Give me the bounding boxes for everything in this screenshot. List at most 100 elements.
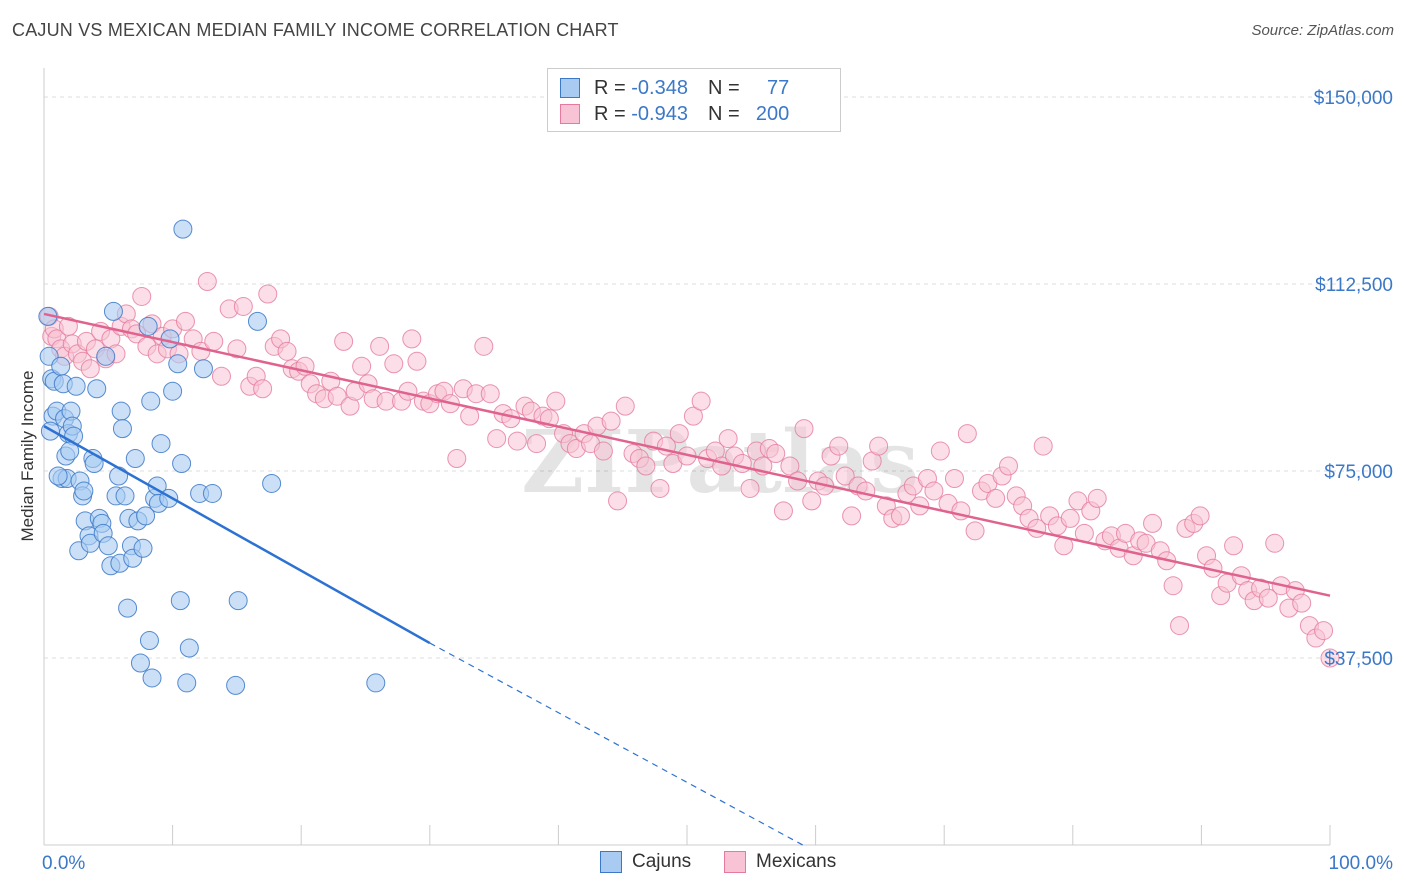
legend-item-cajuns[interactable]: Cajuns [600, 851, 691, 873]
mexicans-point [780, 456, 800, 476]
mexicans-point [1087, 488, 1107, 508]
cajuns-point [48, 466, 68, 486]
mexicans-point [999, 456, 1018, 476]
mexicans-point [480, 384, 500, 404]
cajuns-point [96, 346, 116, 366]
axes [43, 68, 1331, 846]
mexicans-point [683, 406, 703, 426]
cajuns-trend-line [43, 425, 431, 645]
cajuns-point [151, 434, 171, 454]
mexicans-point [608, 491, 628, 511]
cajuns-point [98, 536, 118, 556]
cajuns-point [202, 483, 222, 503]
mexicans-point [829, 436, 849, 456]
mexicans-point [802, 491, 822, 511]
cajuns-point [111, 401, 131, 421]
mexicans-point [258, 284, 278, 304]
mexicans-point [384, 354, 404, 374]
cajuns-point [125, 449, 145, 469]
mexicans-point [204, 331, 224, 351]
mexicans-point [402, 329, 422, 349]
cajuns-point [179, 638, 199, 658]
mexicans-point [447, 449, 467, 469]
cajuns-point [74, 481, 94, 501]
cajuns-point [226, 675, 246, 695]
mexicans-point [930, 441, 950, 461]
cajuns-point [66, 376, 86, 396]
cajuns-point [172, 454, 192, 474]
legend-label-cajuns: Cajuns [632, 851, 692, 872]
mexicans-point [1170, 616, 1190, 636]
mexicans-point [1224, 536, 1244, 556]
mexicans-point [869, 436, 889, 456]
legend-r-value: -0.348 [631, 76, 688, 99]
mexicans-point [669, 424, 689, 444]
mexicans-point [636, 456, 656, 476]
chart-title: CAJUN VS MEXICAN MEDIAN FAMILY INCOME CO… [12, 20, 619, 40]
cajuns-point [133, 538, 153, 558]
mexicans-point [1258, 588, 1278, 608]
mexicans-point [227, 339, 247, 359]
mexicans-point [527, 434, 547, 454]
mexicans-point [766, 444, 786, 464]
mexicans-point [856, 481, 876, 501]
mexicans-point [986, 488, 1006, 508]
cajuns-point [112, 419, 132, 439]
cajuns-point [130, 653, 150, 673]
correlation-legend: R = -0.348 N = 77 R = -0.943 N = 200 [547, 68, 841, 132]
cajuns-point [170, 591, 190, 611]
mexicans-point [460, 406, 480, 426]
cajuns-point [173, 219, 193, 239]
mexicans-point [773, 501, 793, 521]
cajuns-trend-extension [429, 642, 804, 846]
cajuns-point [193, 359, 213, 379]
mexicans-point [352, 356, 372, 376]
mexicans-point [1163, 576, 1183, 596]
mexicans-point [487, 429, 507, 449]
x-tick-label: 0.0% [42, 853, 85, 874]
source-label: Source: ZipAtlas.com [1251, 22, 1394, 39]
mexicans-point [334, 331, 354, 351]
mexicans-point [1314, 621, 1334, 641]
mexicans-point [965, 521, 985, 541]
cajuns-point [118, 598, 138, 618]
cajuns-point [228, 591, 248, 611]
mexicans-point [175, 311, 195, 331]
mexicans-point [1292, 593, 1312, 613]
mexicans-point [1320, 648, 1340, 668]
x-tick-label: 100.0% [1329, 853, 1394, 874]
y-tick-label: $150,000 [1314, 88, 1393, 109]
cajuns-point [142, 668, 162, 688]
cajuns-point [109, 466, 129, 486]
legend-n-label: N = [707, 102, 746, 125]
cajuns-point [136, 506, 156, 526]
cajuns-point [51, 356, 71, 376]
mexicans-point [1265, 533, 1285, 553]
cajuns-points [38, 219, 386, 695]
mexicans-point [1143, 513, 1163, 533]
mexicans-point [944, 468, 964, 488]
y-tick-label: $37,500 [1324, 649, 1393, 670]
legend-r-label: R = [594, 76, 632, 99]
mexicans-point [732, 454, 752, 474]
legend-item-mexicans[interactable]: Mexicans [724, 851, 836, 873]
mexicans-point [835, 466, 855, 486]
mexicans-legend-swatch [724, 851, 746, 873]
mexicans-point [794, 419, 814, 439]
mexicans-point [197, 272, 217, 292]
mexicans-point [407, 351, 427, 371]
cajuns-point [177, 673, 197, 693]
series-legend: Cajuns Mexicans [0, 851, 1406, 877]
mexicans-point [957, 424, 977, 444]
legend-r-label: R = [594, 102, 632, 125]
mexicans-trend-line [43, 312, 1331, 597]
y-axis-title: Median Family Income [18, 370, 37, 541]
trend-lines [43, 312, 1331, 846]
cajuns-point [139, 631, 159, 651]
cajuns-point [138, 316, 158, 336]
legend-row-cajuns: R = -0.348 N = 77 [560, 76, 789, 100]
mexicans-point [277, 341, 297, 361]
mexicans-point [370, 336, 390, 356]
mexicans-point [842, 506, 862, 526]
